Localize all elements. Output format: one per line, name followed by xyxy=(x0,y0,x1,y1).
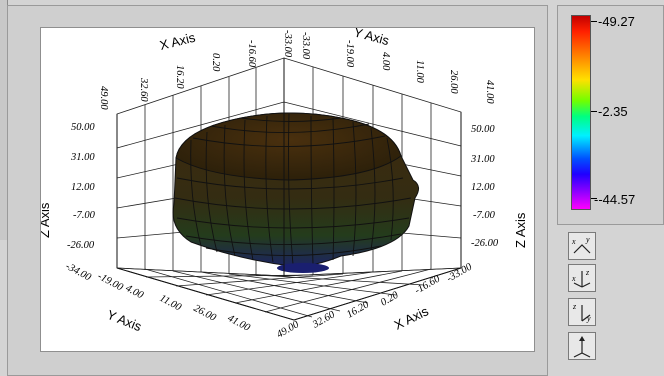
3d-surface-plot[interactable]: X Axis Y Axis Z Axis Z Axis Y Axis X Axi… xyxy=(37,24,534,351)
svg-text:z: z xyxy=(585,268,590,277)
z-axis-ticks-left: 50.00 31.00 12.00 -7.00 -26.00 xyxy=(67,122,96,251)
color-ramp-legend: -49.27 -2.35 --44.57 xyxy=(557,5,664,225)
tick-label: 31.00 xyxy=(470,154,495,165)
y-axis-ticks-bottom: -34.00 -19.00 4.00 11.00 26.00 41.00 xyxy=(64,261,253,334)
tick-label: 32.60 xyxy=(138,77,149,102)
tick-label: -34.00 xyxy=(64,261,94,284)
tick-label: 49.00 xyxy=(275,319,302,341)
ramp-tick xyxy=(591,111,597,112)
front-edges xyxy=(116,58,462,321)
tick-label: 32.60 xyxy=(310,309,337,331)
view-xz-plane-icon: xz xyxy=(571,268,591,288)
tick-label: -7.00 xyxy=(473,210,496,221)
tick-label: 41.00 xyxy=(226,313,253,334)
ramp-max-label[interactable]: -49.27 xyxy=(598,14,635,29)
default-view-button[interactable] xyxy=(568,332,596,360)
tick-label: -33.00 xyxy=(445,261,475,284)
y-axis-title-top: Y Axis xyxy=(352,28,391,48)
tick-label: 26.00 xyxy=(192,303,219,324)
view-yz-plane-icon: zy xyxy=(572,302,591,323)
tick-label: -16.60 xyxy=(246,40,257,68)
tick-label: 0.20 xyxy=(210,53,221,72)
tick-label: 50.00 xyxy=(71,122,95,133)
y-axis-ticks-top: -33.00 -19.00 4.00 11.00 26.00 41.00 xyxy=(300,32,495,104)
floor-grid xyxy=(116,267,462,321)
z-axis-title-right: Z Axis xyxy=(513,212,528,248)
svg-text:y: y xyxy=(586,314,591,323)
tick-label: -33.00 xyxy=(282,30,293,58)
z-axis-ticks-right: 50.00 31.00 12.00 -7.00 -26.00 xyxy=(470,124,499,249)
tick-label: -16.60 xyxy=(413,273,443,296)
y-axis-title-bottom: Y Axis xyxy=(105,307,144,335)
ramp-tick xyxy=(591,21,597,22)
tick-label: -26.00 xyxy=(471,238,499,249)
svg-text:x: x xyxy=(571,237,576,246)
ramp-tick xyxy=(591,198,597,199)
default-view-icon xyxy=(573,336,591,358)
svg-text:x: x xyxy=(571,274,576,283)
ramp-min-label[interactable]: --44.57 xyxy=(594,192,636,207)
tick-label: 4.00 xyxy=(380,52,391,71)
tick-label: 4.00 xyxy=(124,283,146,302)
ramp-mid-label: -2.35 xyxy=(598,104,628,119)
tick-label: -19.00 xyxy=(344,40,355,68)
tick-label: -33.00 xyxy=(300,32,311,60)
color-ramp[interactable] xyxy=(571,15,591,210)
tick-label: -26.00 xyxy=(67,240,95,251)
surface-mesh xyxy=(172,112,419,273)
tick-label: 31.00 xyxy=(70,152,95,163)
tick-label: 49.00 xyxy=(98,86,109,110)
tick-label: 16.20 xyxy=(174,65,185,89)
tick-label: -19.00 xyxy=(96,271,126,294)
tick-label: 11.00 xyxy=(414,60,425,84)
tick-label: 41.00 xyxy=(484,80,495,104)
tick-label: 12.00 xyxy=(71,182,95,193)
x-axis-title-top: X Axis xyxy=(158,29,197,52)
svg-text:z: z xyxy=(572,302,577,311)
tick-label: 50.00 xyxy=(471,124,495,135)
tick-label: 12.00 xyxy=(471,182,495,193)
plot-area[interactable]: X Axis Y Axis Z Axis Z Axis Y Axis X Axi… xyxy=(37,24,535,352)
tick-label: -7.00 xyxy=(73,210,96,221)
x-axis-ticks-top: 49.00 32.60 16.20 0.20 -16.60 -33.00 xyxy=(98,30,293,110)
tick-label: 16.20 xyxy=(345,299,372,321)
tick-label: 11.00 xyxy=(158,293,184,314)
svg-text:y: y xyxy=(585,235,590,244)
z-axis-title-left: Z Axis xyxy=(41,202,52,238)
x-axis-title-bottom: X Axis xyxy=(392,303,431,333)
tick-label: 26.00 xyxy=(448,70,459,94)
